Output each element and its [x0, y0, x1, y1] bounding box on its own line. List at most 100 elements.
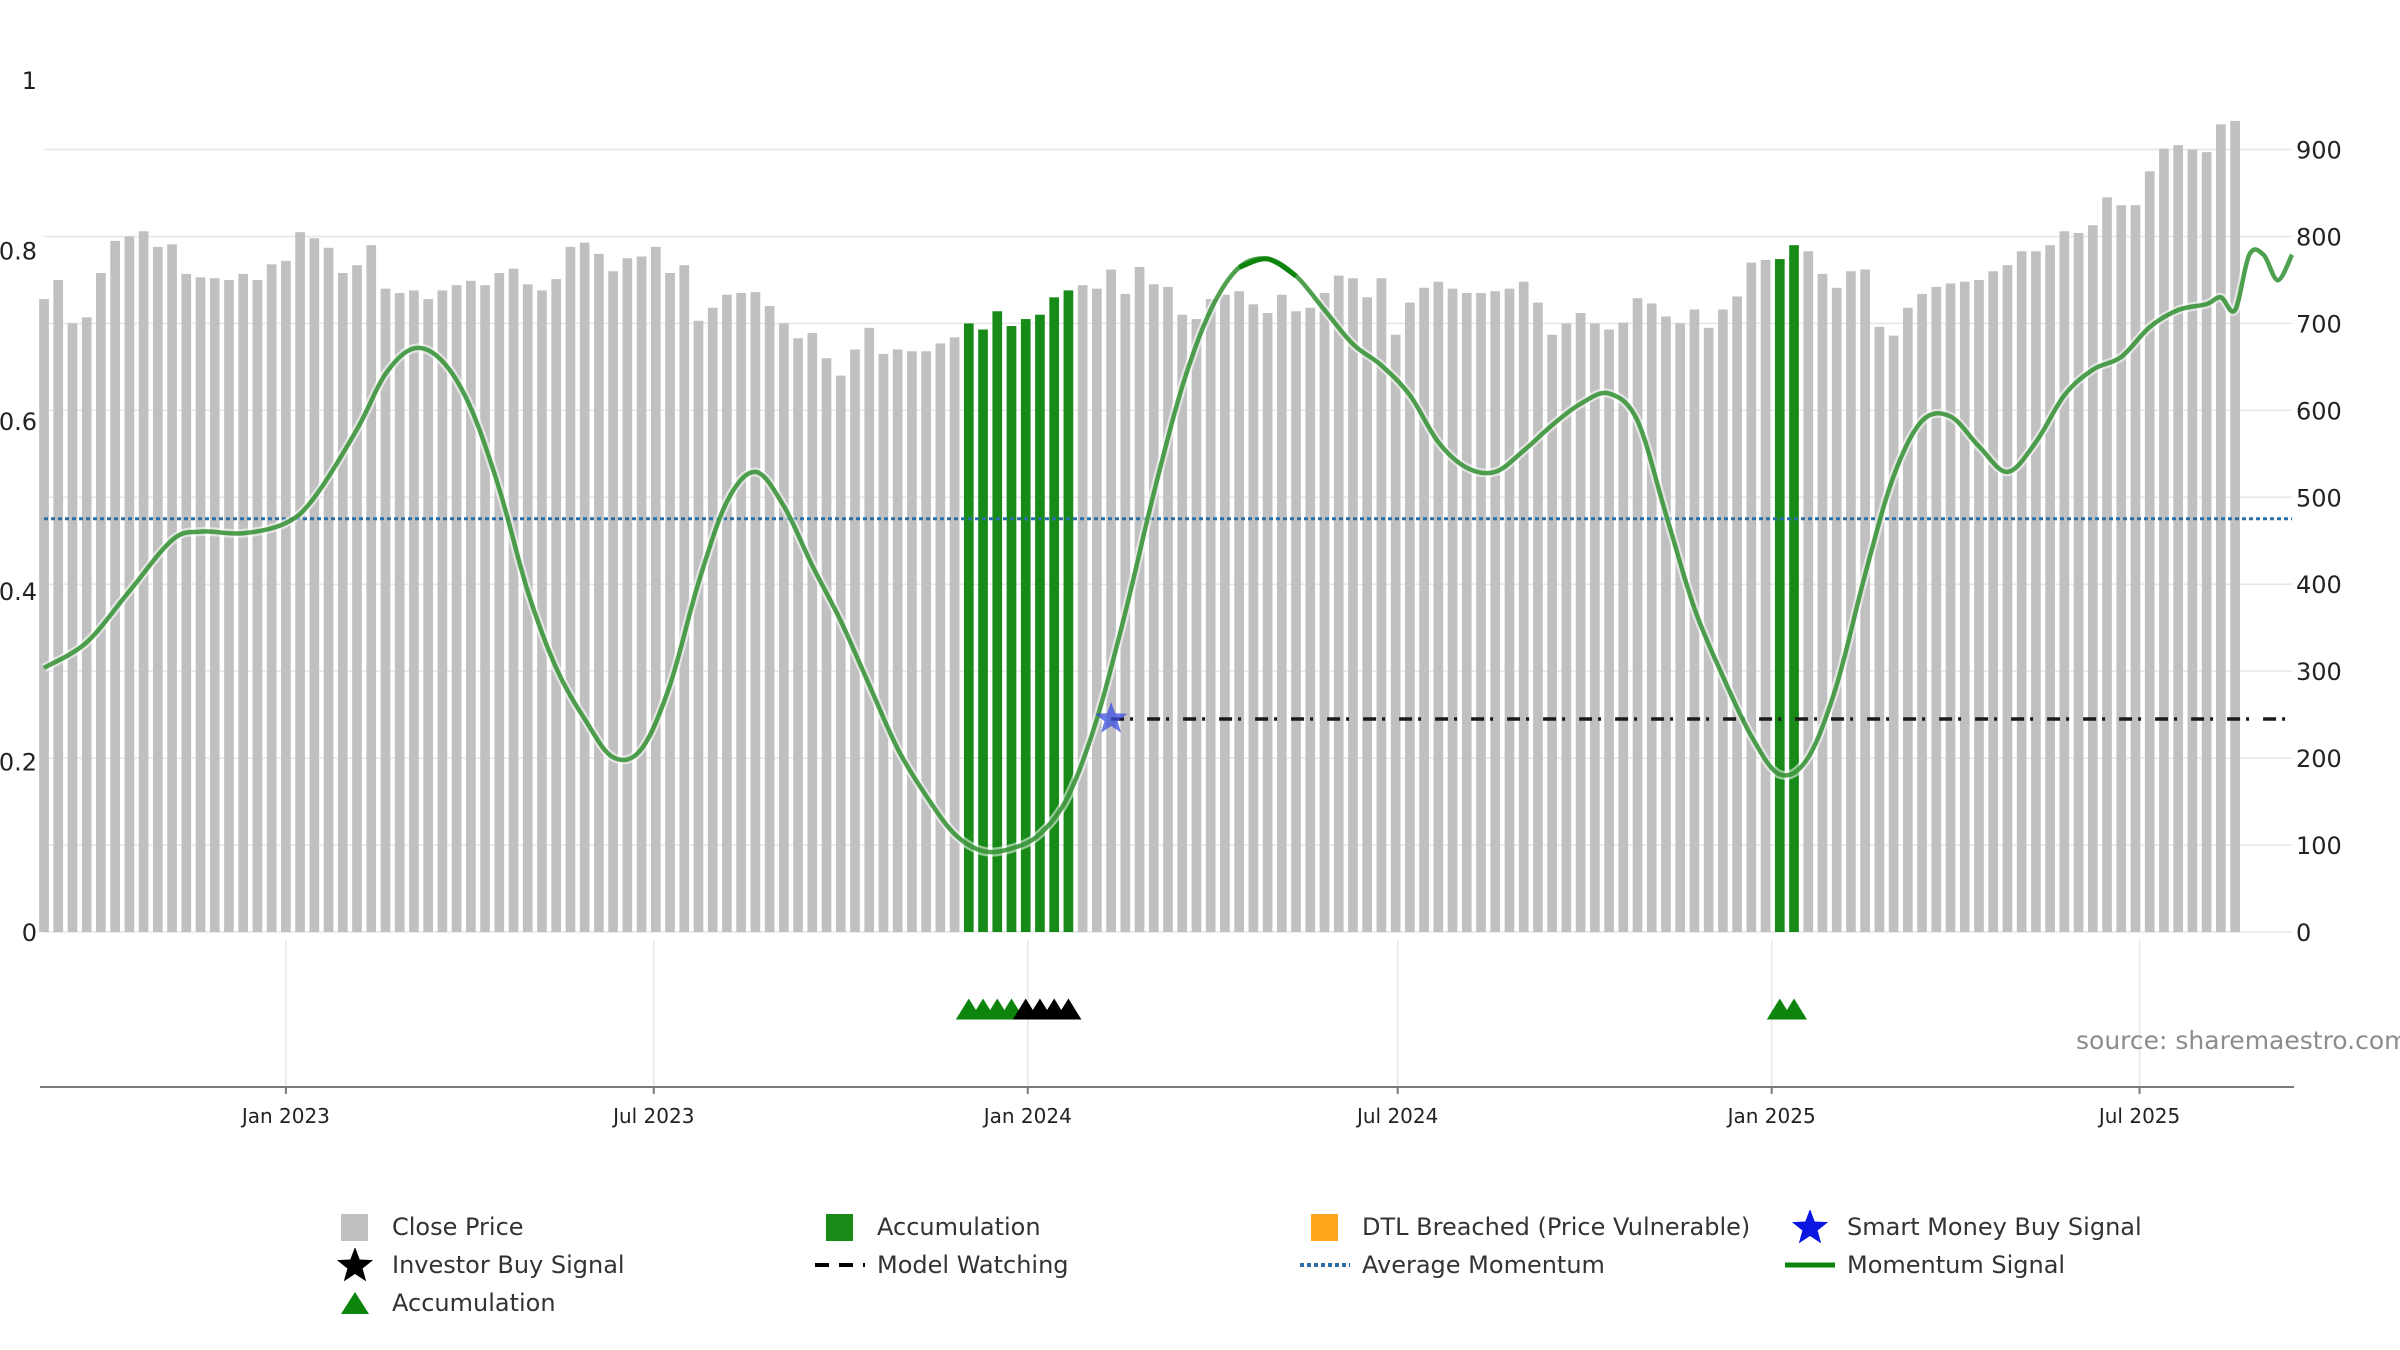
close-price-bar	[1874, 326, 1885, 932]
right-tick-label: 300	[2296, 658, 2342, 686]
close-price-bar	[352, 265, 362, 933]
close-price-bar	[1618, 322, 1629, 932]
close-price-bar	[67, 323, 78, 932]
legend-dot-icon	[1300, 1263, 1350, 1267]
close-price-bars	[39, 120, 2240, 933]
close-price-bar	[1333, 275, 1344, 932]
accumulation-bar	[1006, 326, 1017, 932]
close-price-bar	[1604, 329, 1614, 932]
investor-buy-marker	[1055, 998, 1082, 1020]
legend-item: Model Watching	[815, 1248, 1069, 1282]
close-price-bar	[1959, 281, 1970, 932]
close-price-bar	[864, 327, 875, 932]
close-price-bar	[2087, 225, 2098, 933]
legend-item: Close Price	[330, 1210, 524, 1244]
close-price-bar	[1461, 293, 1472, 932]
close-price-bar	[1846, 271, 1856, 932]
x-tick-label: Jan 2025	[1726, 1104, 1816, 1128]
close-price-bar	[1803, 251, 1814, 932]
accumulation-bar	[1774, 259, 1785, 932]
smart-money-star	[1094, 702, 1128, 733]
close-price-bar	[451, 285, 462, 932]
close-price-bar	[736, 293, 747, 932]
close-price-bar	[1234, 291, 1244, 932]
close-price-bar	[1589, 323, 1600, 932]
close-price-bar	[2045, 245, 2055, 933]
close-price-bar	[2216, 124, 2226, 933]
close-price-bar	[81, 317, 92, 932]
close-price-bar	[394, 293, 405, 932]
legend-item: Average Momentum	[1300, 1248, 1605, 1282]
close-price-bar	[2187, 149, 2198, 932]
close-price-bar	[1661, 316, 1671, 932]
close-price-bar	[594, 253, 604, 932]
close-price-bar	[1988, 271, 1999, 932]
close-price-bar	[138, 231, 149, 933]
close-price-bar	[1646, 303, 1657, 933]
close-price-bar	[949, 337, 960, 933]
close-price-bar	[1888, 335, 1899, 933]
accumulation-bar	[1063, 290, 1074, 932]
close-price-bar	[209, 278, 220, 932]
accumulation-bar	[992, 311, 1003, 932]
close-price-bar	[2173, 145, 2184, 932]
close-price-bar	[110, 240, 120, 932]
right-tick-label: 500	[2296, 484, 2342, 512]
close-price-bar	[1732, 296, 1742, 932]
close-price-bar	[1703, 327, 1714, 932]
legend-item: Smart Money Buy Signal	[1785, 1210, 2142, 1244]
close-price-bar	[1476, 293, 1486, 932]
close-price-bar	[1504, 288, 1515, 932]
close-price-bar	[679, 265, 690, 933]
close-price-bar	[238, 273, 249, 932]
close-price-bar	[693, 320, 704, 932]
close-price-bar	[1974, 279, 1984, 932]
close-price-bar	[2130, 205, 2141, 932]
close-price-bar	[2073, 233, 2084, 933]
close-price-bar	[850, 349, 860, 932]
close-price-bar	[650, 246, 661, 932]
close-price-bar	[1433, 281, 1444, 932]
legend-square-icon	[826, 1214, 853, 1241]
legend-label: Model Watching	[877, 1251, 1069, 1279]
close-price-bar	[1860, 269, 1871, 933]
right-tick-label: 900	[2296, 137, 2342, 165]
close-price-bar	[181, 273, 192, 932]
close-price-bar	[423, 299, 433, 933]
close-price-bar	[1490, 291, 1501, 932]
close-price-bar	[2059, 231, 2070, 933]
close-price-bar	[1405, 302, 1415, 933]
signal-markers	[955, 702, 1808, 1020]
close-price-bar	[53, 279, 64, 932]
legend-label: Average Momentum	[1362, 1251, 1605, 1279]
x-tick-label: Jul 2024	[1355, 1104, 1438, 1128]
left-tick-label: 0.6	[0, 408, 37, 436]
close-price-bar	[494, 273, 505, 932]
accumulation-bar	[1020, 319, 1031, 932]
axes: Jan 2023 Jul 2023 Jan 2024 Jul 2024 Jan 2025…	[0, 67, 2342, 1128]
close-price-bar	[2016, 251, 2027, 932]
close-price-bar	[437, 290, 448, 932]
right-tick-label: 700	[2296, 310, 2342, 338]
close-price-bar	[2116, 205, 2127, 932]
close-price-bar	[1376, 278, 1387, 932]
close-price-bar	[1177, 314, 1188, 932]
close-price-bar	[1106, 269, 1116, 933]
legend-star-icon	[336, 1248, 374, 1282]
close-price-bar	[1760, 259, 1771, 932]
close-price-bar	[1362, 297, 1373, 932]
legend-triangle-icon	[341, 1292, 369, 1314]
momentum-highlight	[1238, 256, 1298, 279]
legend-label: Smart Money Buy Signal	[1847, 1213, 2142, 1241]
close-price-bar	[807, 332, 818, 933]
close-price-bar	[1348, 278, 1358, 932]
close-price-bar	[935, 343, 946, 932]
close-price-bar	[665, 273, 675, 932]
right-tick-label: 600	[2296, 397, 2342, 425]
left-tick-label: 0	[22, 919, 37, 947]
right-tick-label: 800	[2296, 223, 2342, 251]
close-price-bar	[779, 323, 789, 932]
close-price-bar	[835, 375, 846, 933]
close-price-bar	[1092, 288, 1102, 932]
legend-square-icon	[1311, 1214, 1338, 1241]
